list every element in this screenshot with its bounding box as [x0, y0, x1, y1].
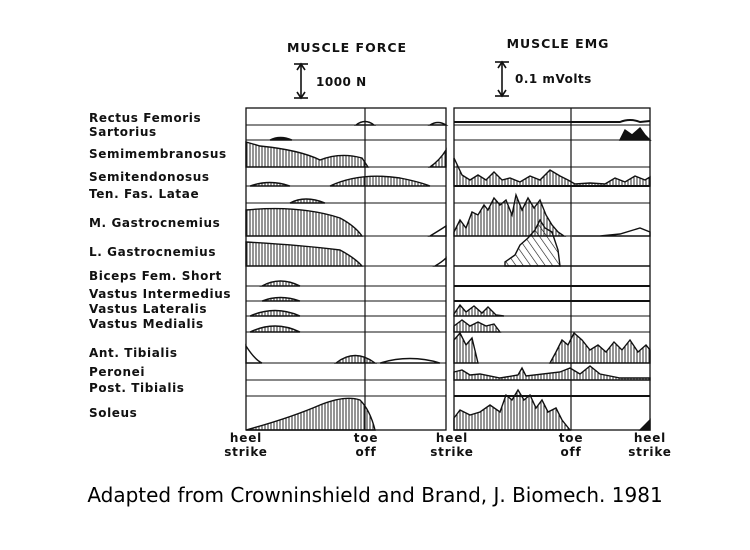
event-label-heel-strike-2: strike [430, 445, 474, 459]
emg-scale-bar [495, 60, 509, 98]
force-scale-bar [294, 62, 308, 100]
force-panel [245, 107, 449, 431]
event-label-heel-strike: heel [634, 431, 666, 445]
gait-event-labels: heel strike toe off heel strike toe off … [224, 431, 672, 459]
muscle-label: Semitendonosus [89, 170, 210, 184]
muscle-label: Semimembranosus [89, 147, 227, 161]
figure-caption: Adapted from Crowninshield and Brand, J.… [87, 483, 663, 507]
event-label-heel-strike-2: strike [224, 445, 268, 459]
emg-traces [453, 119, 652, 431]
force-scale-label: 1000 N [316, 75, 367, 89]
force-curves [245, 120, 449, 431]
muscle-label: Ten. Fas. Latae [89, 187, 199, 201]
muscle-label: Rectus Femoris [89, 111, 201, 125]
event-label-toe-off: toe [559, 431, 584, 445]
muscle-label: Vastus Medialis [89, 317, 204, 331]
muscle-label: Ant. Tibialis [89, 346, 178, 360]
event-label-toe-off-2: off [355, 445, 376, 459]
muscle-label: Biceps Fem. Short [89, 269, 222, 283]
event-label-toe-off: toe [354, 431, 379, 445]
emg-panel [453, 107, 652, 431]
muscle-label: Vastus Lateralis [89, 302, 207, 316]
emg-header: MUSCLE EMG [507, 36, 610, 51]
muscle-label: Sartorius [89, 125, 157, 139]
emg-scale-label: 0.1 mVolts [515, 72, 592, 86]
emg-panel-frame [453, 107, 651, 431]
muscle-label: Post. Tibialis [89, 381, 185, 395]
event-label-heel-strike: heel [436, 431, 468, 445]
muscle-label: L. Gastrocnemius [89, 245, 216, 259]
event-label-toe-off-2: off [560, 445, 581, 459]
muscle-label: Peronei [89, 365, 145, 379]
muscle-label: M. Gastrocnemius [89, 216, 220, 230]
muscle-labels: Rectus Femoris Sartorius Semimembranosus… [89, 111, 231, 420]
event-label-heel-strike: heel [230, 431, 262, 445]
force-header: MUSCLE FORCE [287, 40, 407, 55]
event-label-heel-strike-2: strike [628, 445, 672, 459]
muscle-label: Vastus Intermedius [89, 287, 231, 301]
muscle-label: Soleus [89, 406, 137, 420]
